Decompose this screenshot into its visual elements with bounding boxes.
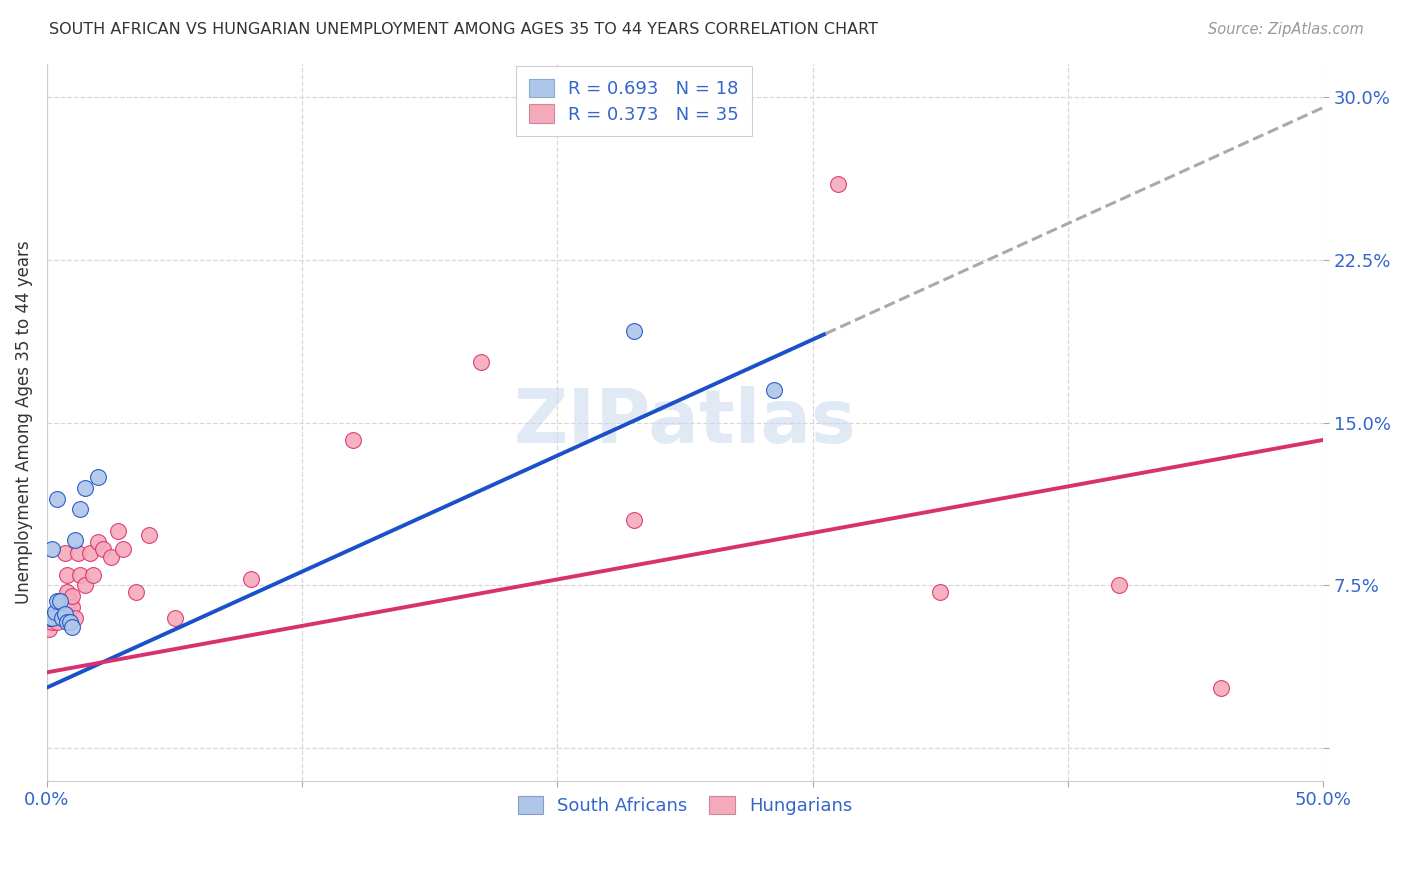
Point [63, 533, 86, 547]
Point [56, 585, 79, 599]
Point [75, 481, 97, 495]
Point [342, 433, 364, 447]
Point [107, 524, 129, 538]
Point [763, 383, 786, 397]
Point [53, 546, 76, 560]
Point [41, 541, 63, 556]
Point [38, 611, 60, 625]
Point [240, 572, 263, 586]
Point [827, 177, 849, 191]
Point [46, 593, 69, 607]
Point [38, 622, 60, 636]
Point [44, 605, 66, 619]
Point [163, 611, 186, 625]
Point [53, 607, 76, 621]
Point [75, 578, 97, 592]
Point [48, 607, 70, 621]
Point [79, 546, 101, 560]
Point [1108, 578, 1130, 592]
Point [69, 567, 91, 582]
Point [112, 541, 135, 556]
Point [87, 470, 110, 484]
Point [470, 354, 492, 368]
Point [44, 611, 66, 625]
Point [63, 611, 86, 625]
Point [1209, 681, 1232, 695]
Point [51, 593, 73, 607]
Point [138, 528, 160, 542]
Point [41, 611, 63, 625]
Point [623, 513, 645, 527]
Y-axis label: Unemployment Among Ages 35 to 44 years: Unemployment Among Ages 35 to 44 years [15, 241, 32, 605]
Point [87, 535, 110, 549]
Point [125, 585, 148, 599]
Legend: South Africans, Hungarians: South Africans, Hungarians [508, 785, 863, 826]
Point [623, 324, 645, 338]
Point [48, 593, 70, 607]
Point [46, 491, 69, 506]
Point [66, 546, 89, 560]
Text: ZIPatlas: ZIPatlas [513, 386, 856, 459]
Point [59, 615, 82, 630]
Point [62, 620, 84, 634]
Point [46, 615, 69, 630]
Point [59, 593, 82, 607]
Point [82, 567, 104, 582]
Point [51, 611, 73, 625]
Point [100, 550, 122, 565]
Point [48, 605, 70, 619]
Point [91, 541, 114, 556]
Point [56, 567, 79, 582]
Point [62, 600, 84, 615]
Point [69, 502, 91, 516]
Text: SOUTH AFRICAN VS HUNGARIAN UNEMPLOYMENT AMONG AGES 35 TO 44 YEARS CORRELATION CH: SOUTH AFRICAN VS HUNGARIAN UNEMPLOYMENT … [49, 22, 879, 37]
Point [56, 615, 79, 630]
Point [41, 615, 63, 630]
Text: Source: ZipAtlas.com: Source: ZipAtlas.com [1208, 22, 1364, 37]
Point [929, 585, 952, 599]
Point [62, 590, 84, 604]
